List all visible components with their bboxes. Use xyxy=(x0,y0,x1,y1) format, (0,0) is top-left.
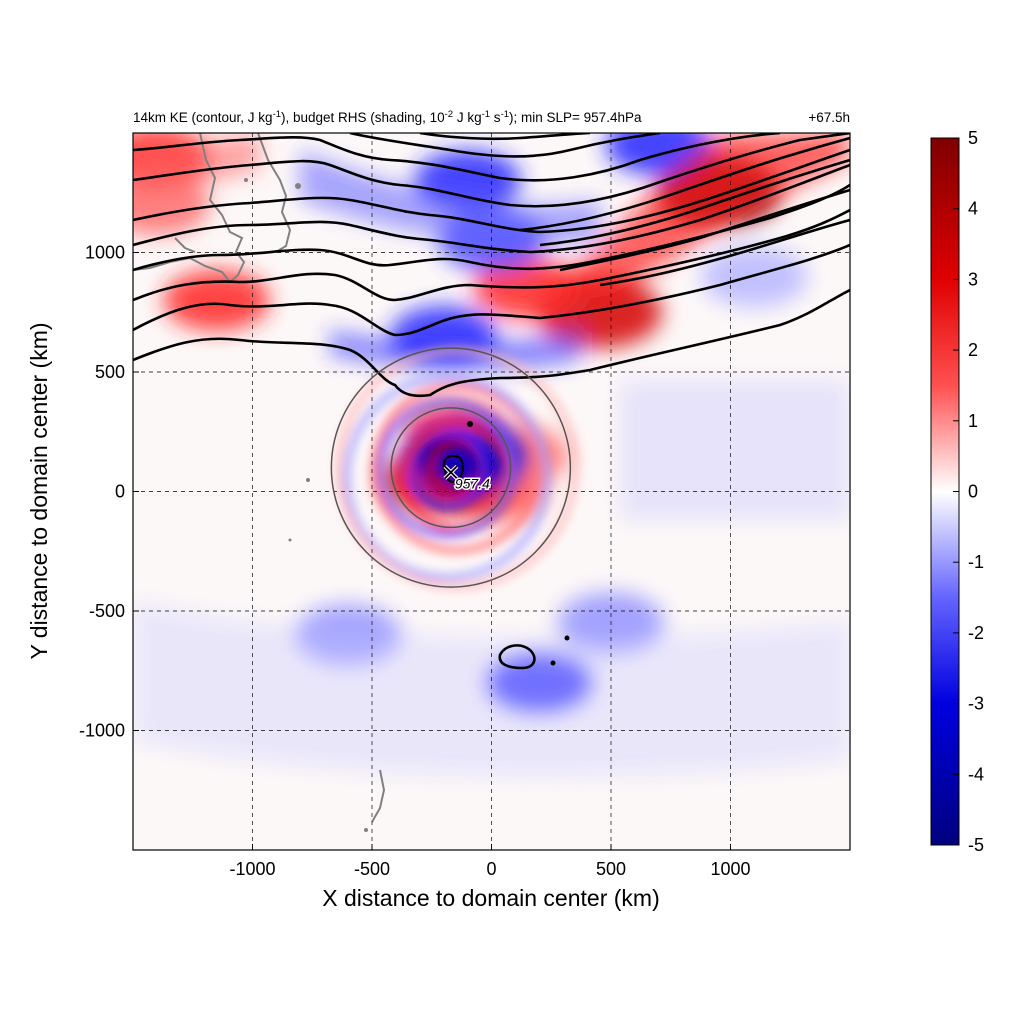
y-tick-label: 500 xyxy=(95,362,125,382)
colorbar-tick-label: -4 xyxy=(968,764,984,784)
title-part: ); min SLP= 957.4hPa xyxy=(509,110,642,125)
marker-x xyxy=(444,465,458,480)
min-slp-label: 957.4 xyxy=(455,475,490,491)
colorbar-tick-label: 5 xyxy=(968,128,978,148)
y-tick-label: 1000 xyxy=(85,243,125,263)
vortex-ring xyxy=(377,398,517,538)
forecast-hour-label: +67.5h xyxy=(808,110,850,125)
colorbar-tick-label: -1 xyxy=(968,552,984,572)
shading-band xyxy=(133,133,260,200)
x-tick-label: 0 xyxy=(486,859,496,879)
title-part: s xyxy=(490,110,501,125)
colorbar-tick-label: -3 xyxy=(968,694,984,714)
range-rings xyxy=(330,347,572,588)
ke-contours xyxy=(133,133,850,670)
range-ring xyxy=(330,347,572,588)
axes: -1000 -500 0 500 1000 -1000 -500 0 500 1000 xyxy=(79,243,751,880)
title-part: ), budget RHS (shading, 10 xyxy=(281,110,445,125)
colorbar-tick-label: -5 xyxy=(968,835,984,855)
vortex-ring xyxy=(343,373,551,581)
shading-cell xyxy=(163,269,270,331)
title-part: -1 xyxy=(501,109,509,120)
storm-center-marker: 957.4 xyxy=(443,464,492,493)
x-tick-label: -500 xyxy=(354,859,390,879)
colorbar: 5 4 3 2 1 0 -1 -2 -3 -4 -5 xyxy=(930,128,984,855)
vortex-ring xyxy=(371,382,543,554)
shading-band xyxy=(620,380,850,520)
colorbar-tick-label: -2 xyxy=(968,623,984,643)
range-ring xyxy=(390,407,512,529)
chart-title: 14km KE (contour, J kg-1), budget RHS (s… xyxy=(133,109,642,126)
y-tick-label: -500 xyxy=(89,601,125,621)
x-tick-label: 500 xyxy=(596,859,626,879)
colorbar-tick-label: 4 xyxy=(968,199,978,219)
shading-band xyxy=(300,150,600,246)
x-tick-label: -1000 xyxy=(229,859,275,879)
y-axis-title: Y distance to domain center (km) xyxy=(26,322,52,659)
title-part: 14km KE (contour, J kg xyxy=(133,110,273,125)
plot-area: 957.4 xyxy=(132,132,851,851)
title-part: -2 xyxy=(445,109,453,120)
colorbar-tick-label: 3 xyxy=(968,269,978,289)
x-tick-label: 1000 xyxy=(710,859,750,879)
title-part: J kg xyxy=(453,110,482,125)
y-tick-label: 0 xyxy=(115,482,125,502)
y-tick-label: -1000 xyxy=(79,721,125,741)
colorbar-tick-label: 2 xyxy=(968,340,978,360)
x-axis-title: X distance to domain center (km) xyxy=(322,885,659,911)
colorbar-tick-label: 1 xyxy=(968,411,978,431)
colorbar-tick-label: 0 xyxy=(968,482,978,502)
title-part: -1 xyxy=(273,109,281,120)
title-part: -1 xyxy=(482,109,490,120)
